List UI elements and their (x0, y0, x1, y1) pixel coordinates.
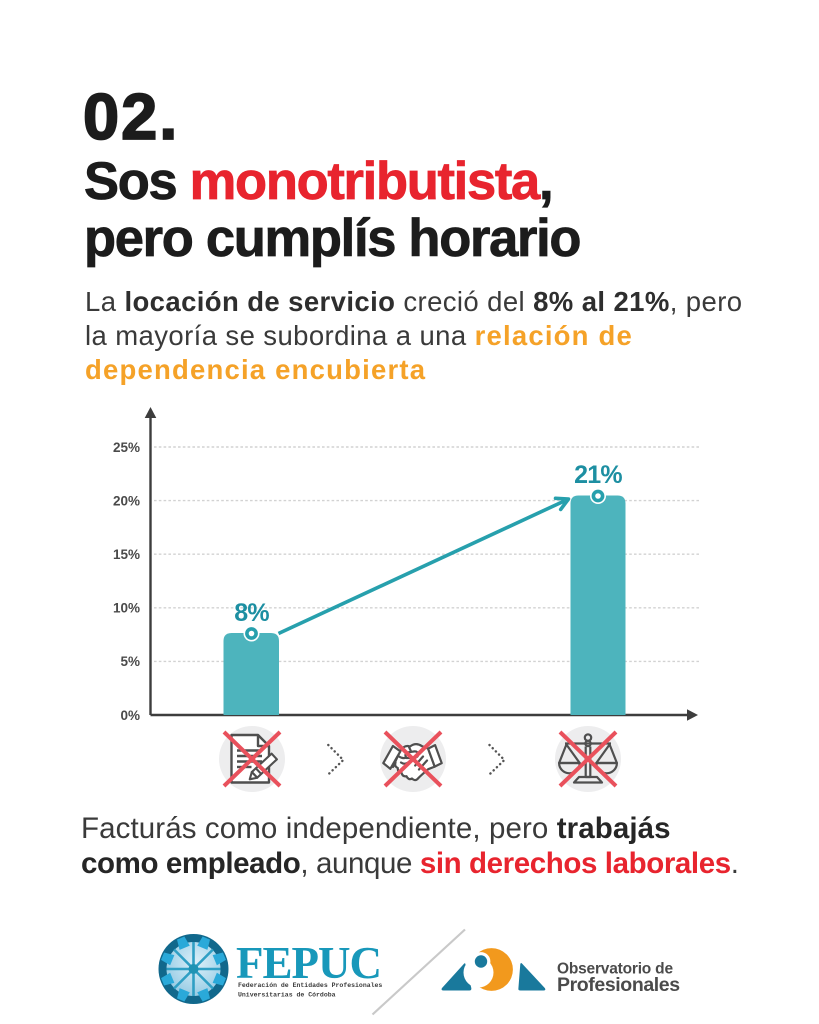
svg-text:20%: 20% (113, 493, 140, 508)
svg-text:8%: 8% (234, 599, 269, 627)
svg-text:15%: 15% (113, 547, 140, 562)
svg-text:5%: 5% (120, 654, 140, 669)
svg-text:10%: 10% (113, 601, 140, 616)
svg-text:Federación de Entidades Profes: Federación de Entidades Profesionales (238, 982, 382, 989)
svg-text:0%: 0% (120, 708, 140, 723)
svg-text:21%: 21% (574, 461, 622, 489)
svg-text:Observatorio de: Observatorio de (557, 961, 673, 978)
svg-text:25%: 25% (113, 440, 140, 455)
svg-text:Universitarias de Córdoba: Universitarias de Córdoba (238, 992, 336, 999)
svg-text:Profesionales: Profesionales (557, 974, 680, 996)
svg-text:FEPUC: FEPUC (236, 938, 381, 988)
